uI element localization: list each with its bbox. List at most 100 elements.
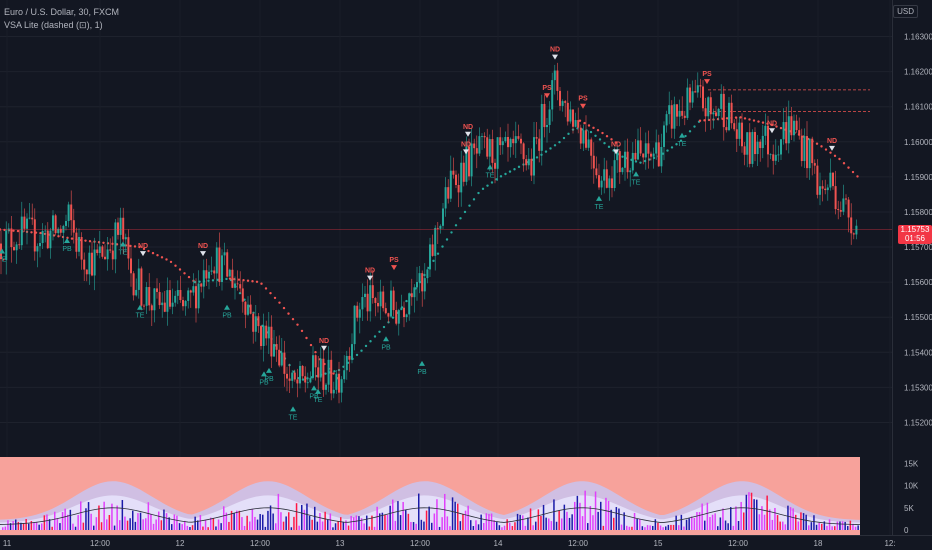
time-tick-label: 12:00	[90, 539, 111, 548]
candle-body	[39, 243, 41, 247]
volume-bar	[795, 514, 797, 530]
candle-body	[780, 139, 782, 155]
signal-label: ND	[827, 138, 837, 145]
candle-body	[353, 305, 356, 345]
candle-body	[689, 87, 691, 103]
volume-bar	[431, 522, 433, 530]
candle-body	[855, 225, 858, 235]
candle-body	[574, 120, 577, 127]
candlestick-series[interactable]	[0, 62, 858, 404]
volume-bar	[472, 526, 475, 530]
volume-bar	[826, 525, 828, 530]
volume-bar	[506, 519, 508, 530]
candle-body	[312, 355, 314, 378]
volume-bar	[366, 515, 368, 530]
price-tick-label: 1.16000	[904, 138, 932, 147]
candle-body	[527, 158, 530, 166]
volume-histogram	[0, 481, 861, 530]
volume-bar	[98, 505, 100, 530]
price-tick-label: 1.15200	[904, 418, 932, 427]
volume-bar	[636, 519, 638, 530]
candle-body	[374, 298, 377, 303]
volume-bar	[176, 515, 178, 530]
signal-arrow-up	[315, 388, 321, 394]
volume-bar	[376, 506, 378, 530]
price-axis[interactable]: 1.16300 1.16200 1.16100 1.16000 1.15900 1.158…	[904, 33, 932, 428]
signal-label: PS	[702, 71, 712, 78]
signal-label: ND	[319, 338, 329, 345]
trail-dot	[739, 116, 742, 119]
signal-arrow-down	[140, 251, 146, 257]
volume-bar	[108, 514, 111, 530]
candle-body	[5, 230, 8, 261]
trail-dot	[391, 316, 395, 319]
volume-bar	[337, 520, 339, 530]
signal-label: TE	[0, 257, 7, 264]
candle-body	[179, 289, 182, 301]
candle-body	[787, 116, 790, 144]
candle-body	[343, 370, 346, 380]
candle-body	[392, 290, 395, 311]
volume-bar	[652, 525, 654, 530]
candle-body	[356, 305, 359, 318]
volume-bar	[321, 521, 324, 530]
trail-dot	[605, 134, 609, 138]
candle-body	[306, 382, 309, 384]
volume-bar	[285, 516, 287, 530]
volume-bar	[839, 521, 841, 530]
candle-body	[590, 139, 593, 156]
volume-bar	[529, 508, 532, 530]
volume-bar	[327, 519, 329, 530]
indicator-label[interactable]: VSA Lite (dashed (⊡), 1)	[4, 20, 103, 30]
volume-bar	[158, 511, 160, 530]
time-axis[interactable]: 11 12:00 12 12:00 13 12:00 14 12:00 15 12:00 18 12:	[3, 539, 896, 548]
chart-legend[interactable]: Euro / U.S. Dollar, 30, FXCM VSA Lite (d…	[4, 6, 119, 32]
volume-bar	[584, 490, 586, 530]
trail-dot	[607, 145, 611, 149]
volume-bar	[748, 492, 750, 530]
candle-body	[733, 123, 736, 130]
volume-bar	[46, 514, 48, 530]
trail-dot	[486, 184, 489, 187]
trail-dot	[301, 378, 305, 381]
volume-bar	[576, 495, 579, 530]
volume-bar	[25, 519, 27, 530]
candle-body	[119, 217, 122, 235]
candle-body	[722, 93, 725, 128]
volume-bar	[418, 493, 420, 530]
signal-label: TE	[678, 141, 687, 148]
volume-bar	[139, 512, 142, 530]
candle-body	[790, 116, 793, 136]
candle-body	[197, 283, 200, 309]
candle-body	[143, 305, 145, 307]
signal-label: PB	[62, 246, 72, 253]
trail-dot	[468, 204, 471, 207]
volume-bar	[340, 517, 342, 530]
candle-body	[390, 290, 392, 317]
volume-bar	[769, 509, 771, 530]
trail-dot	[193, 280, 197, 284]
volume-bar	[821, 523, 823, 530]
volume-bar	[181, 524, 183, 530]
candle-body	[725, 127, 728, 131]
currency-label[interactable]: USD	[893, 5, 918, 18]
trail-dot	[833, 154, 837, 158]
trail-dot	[52, 234, 56, 237]
volume-bar	[306, 503, 308, 530]
candle-body	[699, 85, 702, 87]
candle-body	[468, 146, 470, 177]
candle-body	[395, 310, 398, 324]
signal-arrow-up	[383, 336, 389, 342]
candle-body	[296, 379, 299, 384]
candle-body	[507, 137, 509, 148]
candle-body	[332, 389, 335, 394]
volume-bar	[399, 515, 402, 530]
volume-bar	[451, 497, 454, 530]
volume-bar	[7, 520, 9, 530]
symbol-label[interactable]: Euro / U.S. Dollar, 30, FXCM	[4, 7, 120, 17]
vsa-signals: TEPBTENDTEPBNDPBPBTEPBTENDNDPBPSPBNDNDTE…	[0, 47, 837, 421]
trail-dot	[39, 231, 42, 235]
signal-arrow-up	[419, 360, 425, 366]
volume-bar	[501, 527, 503, 530]
